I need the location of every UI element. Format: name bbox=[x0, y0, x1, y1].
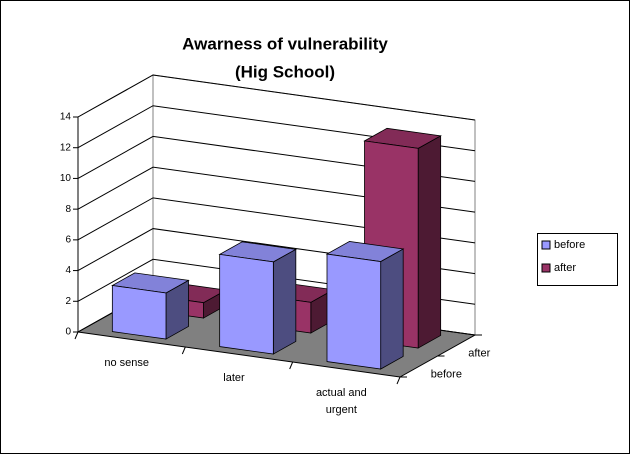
z-tick-label: before bbox=[431, 368, 462, 380]
z-tick-label: after bbox=[468, 347, 490, 359]
bar-front bbox=[326, 253, 382, 370]
bar bbox=[218, 241, 298, 355]
x-tick-label: later bbox=[223, 371, 245, 384]
y-tick-label: 4 bbox=[65, 265, 71, 276]
x-tick bbox=[396, 376, 401, 385]
y-tick-label: 14 bbox=[60, 112, 72, 123]
bar-side bbox=[380, 248, 404, 370]
y-tick-label: 8 bbox=[65, 204, 71, 215]
y-tick-label: 12 bbox=[60, 142, 72, 153]
legend-label: after bbox=[554, 262, 576, 274]
bar bbox=[325, 241, 405, 370]
bar-front bbox=[111, 285, 167, 340]
y-tick-label: 6 bbox=[65, 234, 71, 245]
grid-line bbox=[77, 105, 476, 152]
legend-box bbox=[537, 233, 618, 286]
bar-front bbox=[219, 253, 274, 355]
bar-side bbox=[272, 248, 297, 355]
grid-line bbox=[77, 74, 476, 121]
x-tick bbox=[289, 361, 294, 370]
chart-subtitle: (Hig School) bbox=[235, 62, 335, 81]
legend-swatch bbox=[541, 240, 551, 250]
x-tick-label: actual and urgent bbox=[315, 386, 367, 416]
legend-swatch bbox=[541, 263, 551, 273]
chart-title: Awarness of vulnerability bbox=[182, 34, 388, 53]
y-tick-label: 0 bbox=[65, 327, 71, 338]
y-tick-label: 10 bbox=[60, 173, 72, 184]
legend-label: before bbox=[554, 239, 585, 251]
y-tick-label: 2 bbox=[65, 296, 71, 307]
x-tick-label: no sense bbox=[104, 356, 149, 369]
bar bbox=[111, 272, 190, 340]
bar-side bbox=[417, 135, 442, 349]
x-tick bbox=[181, 346, 186, 355]
x-tick bbox=[74, 331, 79, 340]
